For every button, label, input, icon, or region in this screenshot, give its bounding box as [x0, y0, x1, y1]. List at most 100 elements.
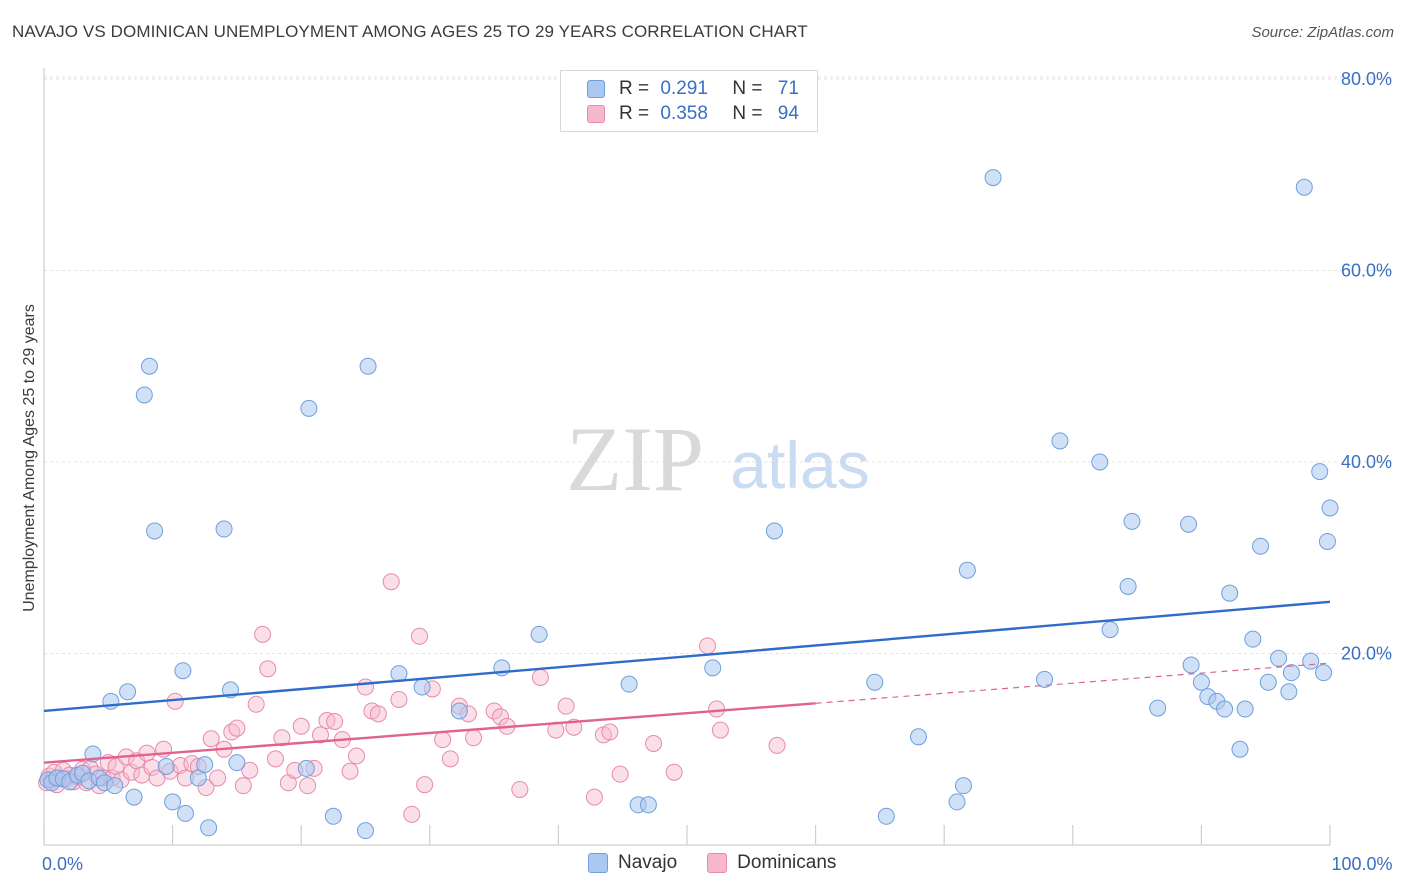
- navajo-point: [954, 777, 972, 795]
- navajo-point: [357, 822, 374, 840]
- tick-labels: 20.0% 40.0% 60.0% 80.0% 0.0% 100.0%: [42, 69, 1393, 874]
- x-tick-label: 0.0%: [42, 854, 83, 874]
- series-legend: Navajo Dominicans: [588, 852, 866, 874]
- navajo-point: [1221, 584, 1239, 602]
- navajo-point: [866, 673, 884, 691]
- dominicans-point: [768, 736, 786, 754]
- y-tick-label: 80.0%: [1341, 69, 1392, 89]
- dominicans-points: [38, 573, 786, 823]
- dominicans-point: [441, 750, 459, 768]
- navajo-point: [1231, 740, 1249, 758]
- navajo-point: [1236, 700, 1254, 718]
- navajo-point: [1282, 664, 1300, 682]
- dominicans-point: [511, 780, 529, 798]
- navajo-point: [200, 819, 218, 837]
- dominicans-point: [411, 627, 429, 645]
- watermark: ZIP atlas: [566, 408, 870, 510]
- navajo-point: [1302, 652, 1320, 670]
- stats-legend: R = 0.291 N = 71 R = 0.358 N = 94: [560, 70, 818, 132]
- navajo-point: [1280, 683, 1298, 701]
- dominicans-point: [292, 717, 310, 735]
- dominicans-point: [241, 761, 259, 779]
- navajo-point: [140, 357, 158, 375]
- navajo-point: [1244, 630, 1262, 648]
- dominicans-label: Dominicans: [737, 852, 837, 873]
- dominicans-point: [347, 747, 365, 765]
- legend-item-navajo: Navajo: [588, 852, 677, 874]
- dominicans-point: [259, 660, 277, 678]
- source-label: Source: ZipAtlas.com: [1251, 24, 1394, 41]
- navajo-point: [948, 793, 966, 811]
- y-tick-label: 20.0%: [1341, 644, 1392, 664]
- navajo-point: [1149, 699, 1167, 717]
- dominicans-point: [531, 668, 549, 686]
- dominicans-point: [228, 719, 246, 737]
- legend-n-label: N =: [732, 78, 763, 99]
- navajo-point: [704, 659, 722, 677]
- navajo-point: [413, 678, 431, 696]
- dominicans-point: [557, 697, 575, 715]
- dominicans-point: [434, 731, 452, 749]
- navajo-point: [174, 662, 192, 680]
- dominicans-point: [202, 730, 220, 748]
- legend-row-navajo: R = 0.291 N = 71: [587, 77, 799, 101]
- legend-item-dominicans: Dominicans: [707, 852, 836, 874]
- watermark-zip: ZIP: [566, 408, 704, 510]
- navajo-point: [639, 796, 657, 814]
- navajo-point: [1252, 537, 1270, 555]
- legend-r-label: R =: [619, 103, 650, 124]
- dominicans-point: [708, 700, 726, 718]
- navajo-point: [1101, 621, 1119, 639]
- navajo-point: [164, 793, 182, 811]
- navajo-point: [228, 754, 246, 772]
- legend-r-value: 0.291: [660, 78, 708, 99]
- dominicans-swatch: [707, 853, 728, 873]
- navajo-swatch: [588, 853, 608, 873]
- dominicans-point: [138, 744, 156, 762]
- trend-lines: [43, 600, 1331, 764]
- dominicans-point: [357, 678, 374, 696]
- navajo-point: [300, 399, 318, 417]
- navajo-point: [106, 777, 124, 795]
- navajo-point: [1270, 649, 1288, 667]
- legend-n-label: N =: [732, 103, 763, 124]
- legend-swatch-navajo: [587, 80, 605, 98]
- navajo-point: [1036, 670, 1054, 688]
- navajo-point: [765, 522, 783, 540]
- navajo-point: [620, 675, 638, 693]
- navajo-point: [1192, 673, 1210, 691]
- navajo-point: [119, 683, 137, 701]
- dominicans-point: [601, 723, 619, 741]
- dominicans-point: [416, 776, 434, 794]
- dominicans-point: [465, 729, 483, 747]
- dominicans-point: [645, 735, 663, 753]
- axes: [43, 68, 1331, 846]
- navajo-point: [1321, 499, 1339, 517]
- navajo-point: [1318, 532, 1336, 550]
- y-axis-label: Unemployment Among Ages 25 to 29 years: [21, 304, 38, 612]
- navajo-point: [984, 169, 1002, 187]
- navajo-point: [958, 561, 976, 579]
- dominicans-point: [369, 705, 387, 723]
- dominicans-trend-line: [43, 702, 816, 764]
- x-tick-label: 100.0%: [1331, 854, 1392, 874]
- chart-title: NAVAJO VS DOMINICAN UNEMPLOYMENT AMONG A…: [12, 22, 808, 41]
- y-tick-label: 60.0%: [1341, 261, 1392, 281]
- dominicans-point: [326, 712, 344, 730]
- navajo-point: [297, 759, 315, 777]
- legend-n-value: 71: [777, 78, 799, 99]
- dominicans-point: [699, 637, 717, 655]
- navajo-point: [324, 807, 342, 825]
- navajo-point: [1091, 453, 1109, 471]
- navajo-point: [450, 702, 468, 720]
- navajo-point: [102, 692, 120, 710]
- dominicans-point: [266, 750, 284, 768]
- legend-row-dominicans: R = 0.358 N = 94: [587, 102, 799, 126]
- navajo-point: [215, 520, 233, 538]
- y-tick-label: 40.0%: [1341, 452, 1392, 472]
- navajo-point: [530, 625, 548, 643]
- navajo-point: [1311, 463, 1329, 481]
- navajo-point: [146, 522, 164, 540]
- dominicans-point: [234, 777, 252, 795]
- dominicans-point: [485, 702, 503, 720]
